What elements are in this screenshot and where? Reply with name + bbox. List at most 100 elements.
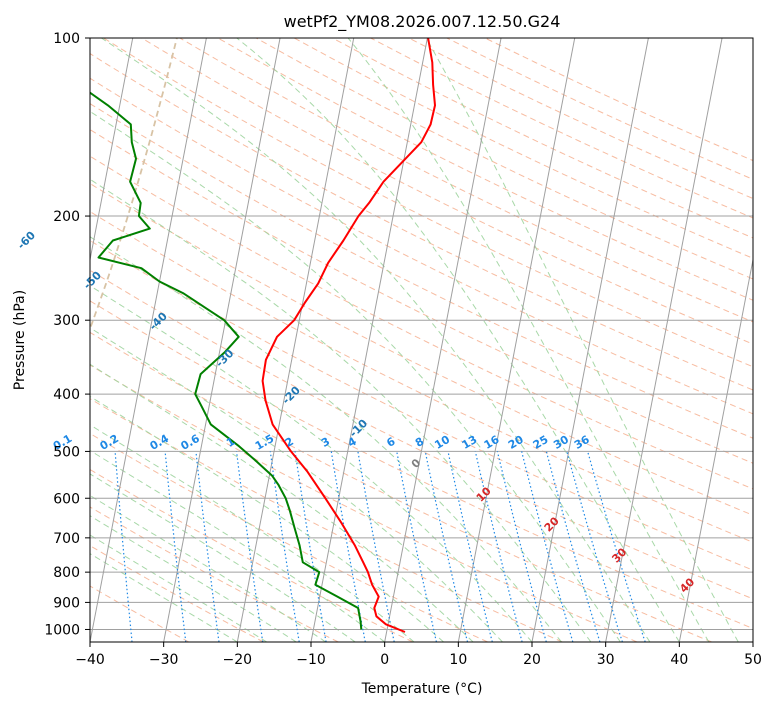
- y-tick-label: 700: [53, 531, 80, 547]
- dry-adiabat: [90, 300, 753, 630]
- moist-adiabat: [90, 110, 621, 642]
- moist-adiabat: [90, 327, 503, 642]
- isotherm-label: 20: [542, 514, 562, 534]
- y-tick-label: 1000: [44, 622, 80, 638]
- moist-adiabat: [90, 363, 474, 642]
- moist-adiabat: [90, 424, 415, 642]
- moist-adiabat: [425, 38, 739, 642]
- isotherm-line: [163, 38, 281, 642]
- isotherm-line: [0, 38, 59, 642]
- x-tick-label: 40: [670, 652, 688, 668]
- isotherm-label: 30: [609, 545, 629, 565]
- y-axis-label: Pressure (hPa): [12, 290, 28, 390]
- mixing-ratio-label: 0.2: [98, 432, 121, 453]
- moist-adiabat: [236, 38, 680, 642]
- dry-adiabat: [90, 103, 753, 439]
- mixing-ratio-line: [474, 451, 523, 642]
- moist-adiabat: [90, 178, 592, 642]
- y-tick-label: 100: [53, 31, 80, 47]
- isotherm-line: [236, 38, 355, 642]
- x-tick-label: 0: [380, 652, 389, 668]
- mixing-ratio-line: [447, 451, 493, 642]
- dry-adiabat: [408, 38, 753, 200]
- moist-adiabat: [90, 395, 444, 642]
- x-tick-label: −20: [223, 652, 253, 668]
- y-tick-label: 800: [53, 565, 80, 581]
- mixing-ratio-label: 36: [572, 433, 592, 452]
- dry-adiabat: [90, 182, 753, 516]
- x-tick-label: −10: [296, 652, 326, 668]
- mixing-ratio-line: [269, 451, 300, 642]
- mixing-ratio-label: 30: [551, 433, 571, 452]
- dry-adiabat: [103, 38, 753, 368]
- mixing-ratio-line: [424, 451, 469, 642]
- moist-adiabat: [347, 38, 710, 642]
- isotherm-line: [90, 38, 134, 263]
- isotherm-line: [605, 38, 723, 642]
- axes: −40 −30 −20 −10 0 10 20 30 40 5010009008007006005…: [44, 31, 762, 668]
- y-tick-label: 500: [53, 444, 80, 460]
- isotherm-label: 10: [474, 484, 494, 504]
- mixing-ratio-label: 25: [531, 433, 551, 452]
- moist-adiabat: [90, 449, 386, 642]
- isotherm-line: [531, 38, 649, 642]
- moist-adiabat: [90, 285, 533, 642]
- mixing-ratio-label: 0.6: [178, 432, 202, 453]
- moist-adiabat: [90, 534, 268, 642]
- moist-adiabat: [90, 494, 326, 642]
- dry-adiabat: [90, 269, 753, 600]
- isotherm-line: [384, 38, 502, 642]
- mixing-ratio-line: [396, 451, 437, 642]
- y-tick-label: 400: [53, 387, 80, 403]
- isotherm-label: -60: [15, 228, 38, 251]
- dry-adiabat: [90, 398, 563, 642]
- isotherm-line: [678, 257, 753, 642]
- moist-adiabat: [101, 38, 651, 642]
- dry-adiabat: [179, 38, 753, 323]
- mixing-ratio-label: 16: [482, 433, 502, 452]
- mixing-ratio-line: [164, 451, 187, 642]
- mixing-ratio-line: [496, 451, 547, 642]
- dry-adiabat: [90, 155, 753, 490]
- mixing-ratio-label: 6: [384, 435, 397, 450]
- chart-title: wetPf2_YM08.2026.007.12.50.G24: [284, 12, 561, 32]
- dry-adiabat: [90, 364, 638, 642]
- x-tick-label: 10: [449, 652, 467, 668]
- isotherm-line: [310, 38, 428, 642]
- plot-labels: -100-90-80-70-60-50-40-30-20-100.10.20.4…: [15, 228, 698, 595]
- isotherm-line: [90, 38, 207, 642]
- dry-adiabat: [90, 77, 753, 415]
- isotherm-label: 40: [677, 575, 697, 595]
- temperature-profile: [261, 38, 436, 633]
- dry-adiabat: [90, 468, 414, 642]
- mixing-ratio-label: 13: [460, 433, 480, 452]
- dry-adiabat: [293, 38, 753, 259]
- mixing-ratio-line: [294, 451, 327, 642]
- dry-adiabat: [90, 53, 753, 391]
- x-axis-label: Temperature (°C): [361, 681, 483, 697]
- mixing-ratio-line: [545, 451, 601, 642]
- mixing-ratio-line: [114, 451, 133, 642]
- dry-adiabat: [90, 506, 339, 642]
- dry-adiabat: [90, 585, 190, 642]
- dry-adiabat: [484, 38, 753, 162]
- mixing-ratio-label: 1.5: [253, 432, 276, 453]
- y-tick-label: 200: [53, 209, 80, 225]
- isotherm-line: [752, 639, 753, 642]
- mixing-ratio-line: [521, 451, 574, 642]
- mixing-ratio-line: [566, 451, 623, 642]
- dry-adiabat: [141, 38, 753, 345]
- isotherm-line: [457, 38, 576, 642]
- x-tick-label: 30: [597, 652, 615, 668]
- y-tick-label: 600: [53, 491, 80, 507]
- mixing-ratio-label: 10: [432, 433, 452, 452]
- mixing-ratio-line: [587, 451, 646, 642]
- x-tick-label: 50: [744, 652, 762, 668]
- plot-frame: [89, 37, 754, 643]
- plot-area: [0, 38, 753, 642]
- moist-adiabat: [90, 553, 238, 642]
- dry-adiabat: [90, 432, 488, 642]
- isotherm-label: 0: [409, 456, 424, 471]
- y-tick-label: 900: [53, 595, 80, 611]
